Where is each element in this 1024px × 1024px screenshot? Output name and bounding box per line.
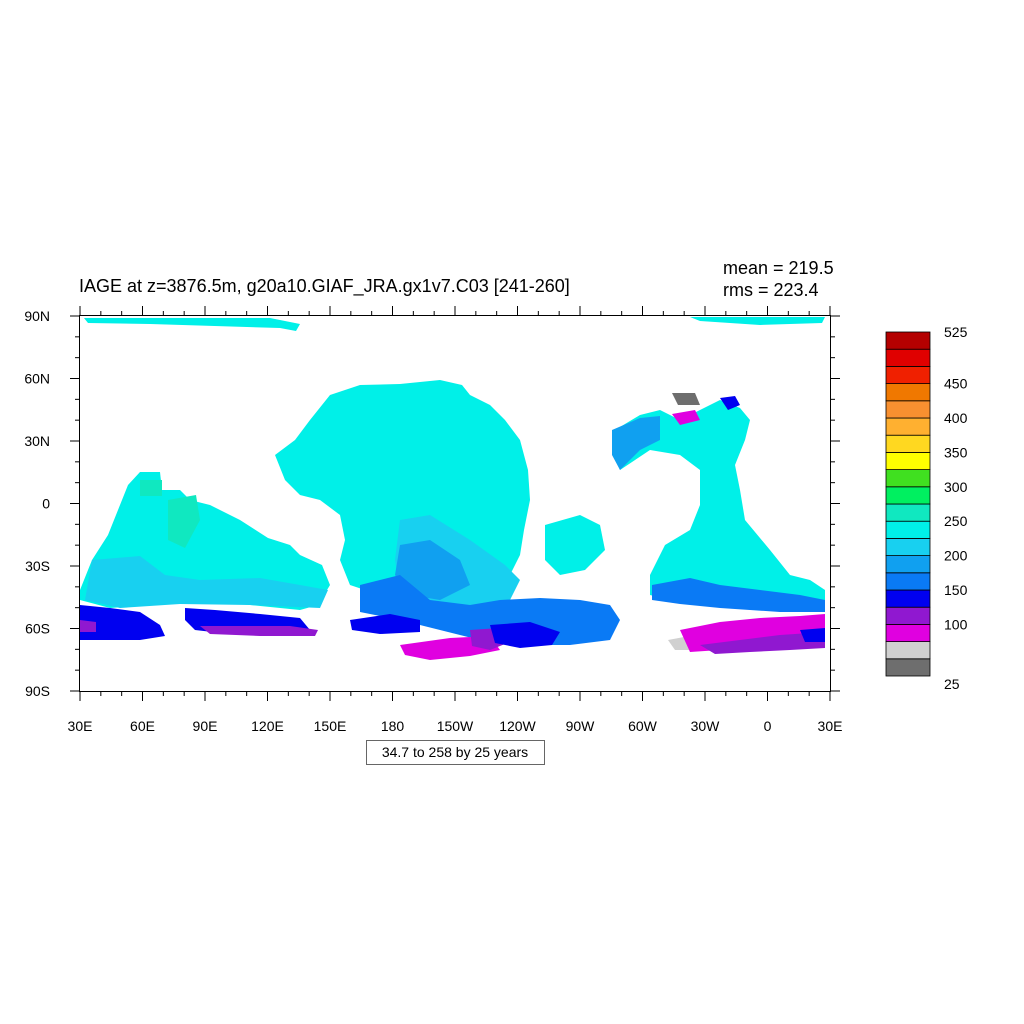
colorbar-label: 150 — [944, 582, 968, 598]
map-title: IAGE at z=3876.5m, g20a10.GIAF_JRA.gx1v7… — [79, 276, 570, 297]
colorbar-swatch — [885, 486, 931, 505]
north-atlantic-magenta — [672, 410, 700, 425]
colorbar-swatch — [885, 624, 931, 643]
colorbar-label: 450 — [944, 376, 968, 392]
atlantic-ocean-region — [612, 400, 825, 612]
lon-tick-label: 120W — [499, 718, 536, 734]
lon-tick-label: 60E — [130, 718, 155, 734]
atlantic-ocean-blue — [652, 578, 825, 612]
north-atlantic-blue — [720, 396, 740, 410]
southern-ocean-pacific-blue — [350, 614, 420, 634]
contour-info-text: 34.7 to 258 by 25 years — [382, 744, 528, 760]
pacific-ocean-blue — [395, 540, 470, 600]
colorbar-swatch — [885, 641, 931, 660]
colorbar-swatch — [885, 589, 931, 608]
arctic-strip-west — [84, 318, 300, 331]
colorbar-label: 350 — [944, 444, 968, 460]
lon-tick-label: 30W — [691, 718, 721, 734]
lat-tick-label: 30S — [25, 558, 50, 574]
lon-tick-label: 150W — [437, 718, 474, 734]
colorbar-swatch — [885, 538, 931, 557]
colorbar-swatch — [885, 417, 931, 436]
colorbar-swatch — [885, 555, 931, 574]
colorbar-label: 25 — [944, 676, 960, 692]
arctic-strip-east — [690, 317, 825, 325]
lon-tick-label: 30E — [68, 718, 93, 734]
southern-ocean-atlantic-purple — [700, 632, 825, 654]
colorbar-label: 525 — [944, 324, 968, 340]
lon-tick-label: 60W — [628, 718, 658, 734]
lon-tick-label: 120E — [251, 718, 284, 734]
colorbar-swatch — [885, 331, 931, 350]
lon-tick-label: 150E — [314, 718, 347, 734]
lat-tick-label: 30N — [24, 433, 50, 449]
lon-tick-label: 0 — [764, 718, 772, 734]
colorbar-swatch — [885, 434, 931, 453]
colorbar-swatch — [885, 503, 931, 522]
atlantic-ocean-lightblue — [612, 416, 660, 470]
rms-stat: rms = 223.4 — [723, 280, 819, 300]
lat-tick-label: 90N — [24, 308, 50, 324]
lat-tick-label: 0 — [42, 496, 50, 512]
southern-ocean-atlantic-blue — [800, 628, 825, 642]
colorbar — [885, 331, 931, 677]
colorbar-label: 400 — [944, 410, 968, 426]
longitude-axis-labels: 30E 60E 90E 120E 150E 180 150W 120W 90W 60W 30W 0 30… — [68, 718, 843, 734]
southern-ocean-pacific-blue-2 — [490, 622, 560, 648]
colorbar-swatch — [885, 572, 931, 591]
colorbar-swatch — [885, 400, 931, 419]
pacific-east-patch — [545, 515, 605, 575]
indian-ocean-lightblue — [85, 556, 328, 608]
north-atlantic-gray — [672, 393, 700, 405]
lat-tick-label: 60S — [25, 621, 50, 637]
map-frame — [70, 306, 840, 701]
colorbar-swatch — [885, 365, 931, 384]
southern-ocean-indian-purple — [80, 620, 96, 632]
indian-ocean-teal — [140, 480, 162, 496]
colorbar-swatch — [885, 606, 931, 625]
colorbar-label: 200 — [944, 548, 968, 564]
latitude-axis-labels: 90N 60N 30N 0 30S 60S 90S — [24, 308, 50, 699]
lon-tick-label: 30E — [818, 718, 843, 734]
southern-ocean-indian-purple-2 — [200, 626, 318, 636]
contour-info-box — [366, 740, 545, 765]
colorbar-label: 250 — [944, 513, 968, 529]
colorbar-labels: 525 450 400 350 300 250 200 150 100 25 — [944, 324, 968, 692]
colorbar-swatch — [885, 520, 931, 539]
southern-ocean-indian-blue — [80, 605, 165, 640]
colorbar-swatch — [885, 658, 931, 677]
colorbar-swatch — [885, 451, 931, 470]
lon-tick-label: 90W — [566, 718, 596, 734]
pacific-ocean-blue-2 — [360, 575, 620, 645]
indian-ocean-teal-2 — [168, 495, 200, 548]
lat-tick-label: 60N — [24, 371, 50, 387]
ocean-field — [80, 317, 825, 660]
lon-tick-label: 90E — [193, 718, 218, 734]
southern-ocean-atlantic-magenta — [680, 614, 825, 652]
colorbar-swatch — [885, 469, 931, 488]
mean-stat: mean = 219.5 — [723, 258, 834, 278]
lon-tick-label: 180 — [381, 718, 405, 734]
lat-tick-label: 90S — [25, 683, 50, 699]
colorbar-label: 100 — [944, 616, 968, 632]
colorbar-swatch — [885, 348, 931, 367]
colorbar-swatch — [885, 383, 931, 402]
colorbar-label: 300 — [944, 479, 968, 495]
